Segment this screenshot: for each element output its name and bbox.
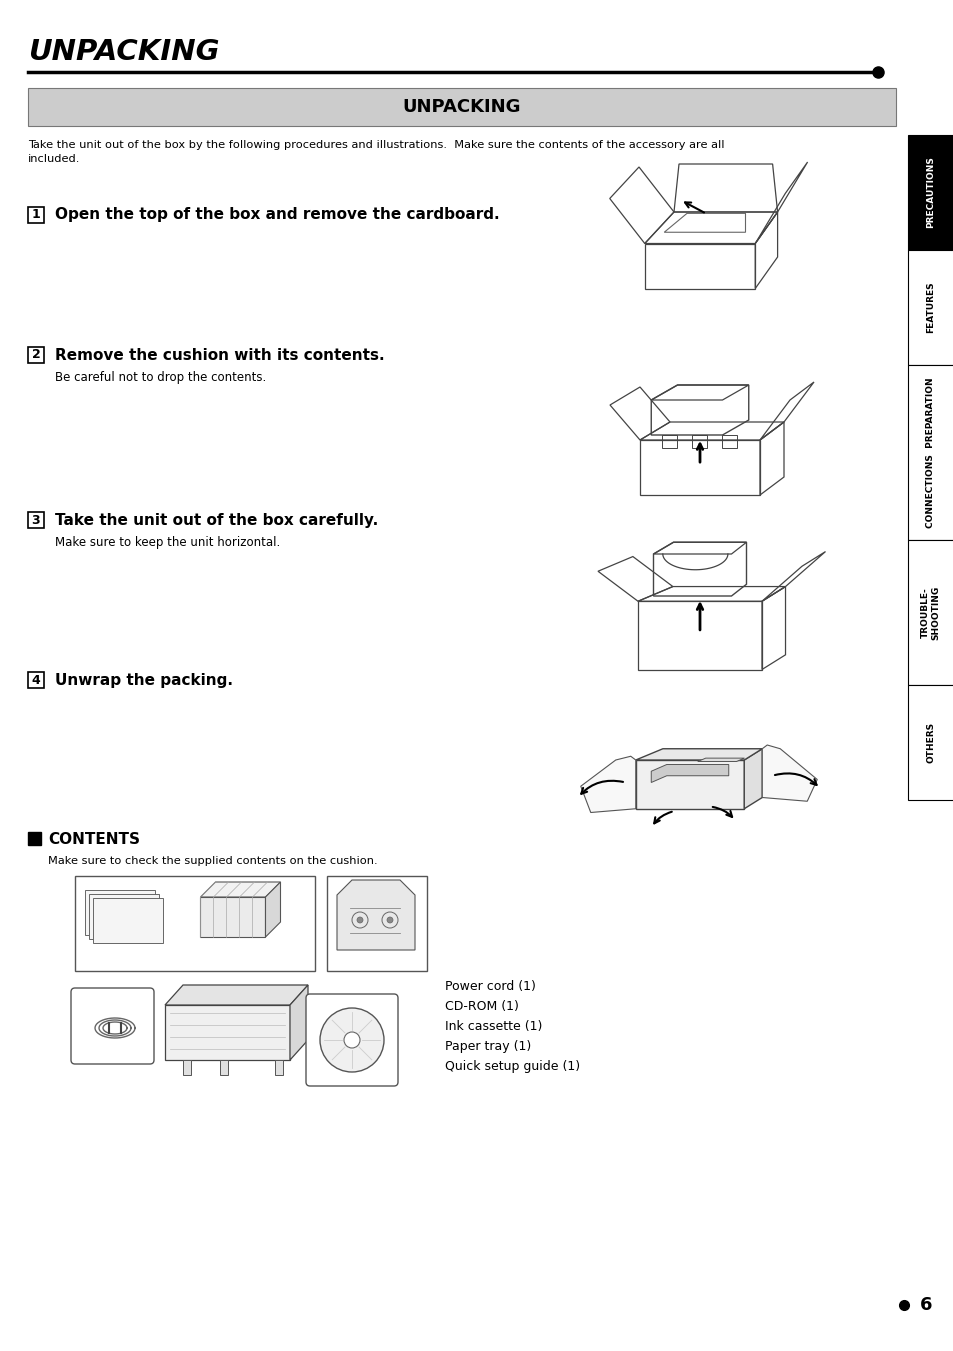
Polygon shape: [651, 765, 728, 782]
Text: 3: 3: [31, 513, 40, 527]
Text: 6: 6: [919, 1296, 931, 1315]
Polygon shape: [743, 748, 761, 809]
Polygon shape: [635, 748, 761, 761]
Text: Power cord (1)
CD-ROM (1)
Ink cassette (1)
Paper tray (1)
Quick setup guide (1): Power cord (1) CD-ROM (1) Ink cassette (…: [444, 979, 579, 1073]
Bar: [28, 88, 895, 126]
Polygon shape: [85, 890, 154, 935]
Circle shape: [356, 917, 363, 923]
Polygon shape: [635, 761, 743, 809]
Polygon shape: [200, 882, 280, 897]
Text: Take the unit out of the box by the following procedures and illustrations.  Mak: Take the unit out of the box by the foll…: [28, 141, 723, 150]
Bar: [28, 832, 41, 844]
Polygon shape: [580, 757, 635, 812]
Text: Make sure to check the supplied contents on the cushion.: Make sure to check the supplied contents…: [48, 857, 377, 866]
Polygon shape: [265, 882, 280, 938]
Polygon shape: [89, 894, 159, 939]
Circle shape: [319, 1008, 384, 1071]
Text: Be careful not to drop the contents.: Be careful not to drop the contents.: [55, 372, 266, 384]
Text: PRECAUTIONS: PRECAUTIONS: [925, 157, 935, 228]
Polygon shape: [336, 880, 415, 950]
Bar: [28, 207, 44, 223]
Circle shape: [344, 1032, 359, 1048]
Polygon shape: [200, 897, 265, 938]
Text: FEATURES: FEATURES: [925, 282, 935, 334]
Bar: [907, 365, 953, 540]
Text: included.: included.: [28, 154, 80, 163]
FancyBboxPatch shape: [71, 988, 153, 1065]
Text: 1: 1: [31, 208, 40, 222]
Text: 4: 4: [31, 674, 40, 686]
Text: Take the unit out of the box carefully.: Take the unit out of the box carefully.: [55, 512, 377, 527]
Text: OTHERS: OTHERS: [925, 721, 935, 763]
Text: Remove the cushion with its contents.: Remove the cushion with its contents.: [55, 347, 384, 362]
Bar: [907, 250, 953, 365]
Polygon shape: [92, 898, 163, 943]
Bar: [75, 875, 314, 971]
FancyBboxPatch shape: [306, 994, 397, 1086]
Text: Open the top of the box and remove the cardboard.: Open the top of the box and remove the c…: [55, 208, 499, 223]
Bar: [274, 1061, 283, 1075]
Bar: [327, 875, 427, 971]
Bar: [907, 540, 953, 685]
Circle shape: [387, 917, 393, 923]
Text: TROUBLE-
SHOOTING: TROUBLE- SHOOTING: [921, 585, 940, 639]
Polygon shape: [165, 985, 308, 1005]
Bar: [183, 1061, 191, 1075]
Text: Make sure to keep the unit horizontal.: Make sure to keep the unit horizontal.: [55, 536, 280, 549]
Polygon shape: [761, 744, 817, 801]
Text: UNPACKING: UNPACKING: [28, 38, 219, 66]
Text: UNPACKING: UNPACKING: [402, 99, 520, 116]
Bar: [907, 685, 953, 800]
Bar: [28, 347, 44, 363]
Bar: [907, 135, 953, 250]
Text: CONNECTIONS  PREPARATION: CONNECTIONS PREPARATION: [925, 377, 935, 528]
Bar: [28, 512, 44, 528]
Polygon shape: [165, 1005, 290, 1061]
Text: 2: 2: [31, 349, 40, 362]
Text: CONTENTS: CONTENTS: [48, 832, 140, 847]
Text: Unwrap the packing.: Unwrap the packing.: [55, 673, 233, 688]
Polygon shape: [697, 758, 743, 762]
Bar: [220, 1061, 228, 1075]
Bar: [28, 671, 44, 688]
Polygon shape: [290, 985, 308, 1061]
